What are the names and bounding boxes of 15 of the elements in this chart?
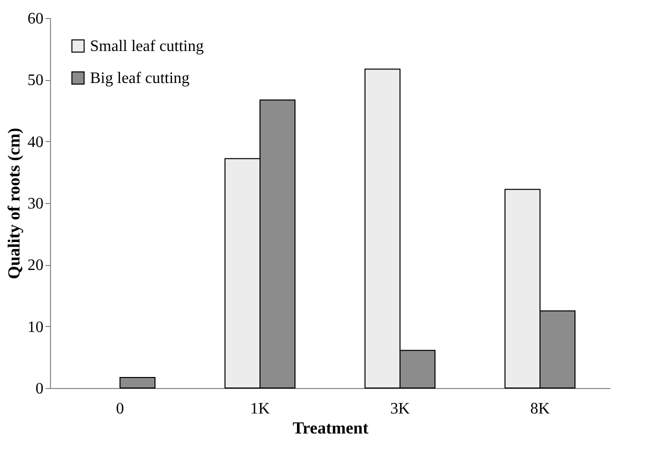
y-axis-title: Quality of roots (cm)	[4, 128, 24, 280]
legend-label: Big leaf cutting	[90, 70, 190, 87]
y-tick-label: 40	[28, 134, 44, 151]
x-axis-title: Treatment	[292, 418, 369, 438]
y-tick-label: 50	[28, 72, 44, 90]
x-tick-label: 8K	[530, 400, 550, 418]
y-tick-label: 60	[28, 10, 44, 28]
x-tick-label: 1K	[250, 400, 270, 418]
y-tick-label: 0	[36, 380, 44, 398]
y-tick-label: 30	[28, 196, 44, 212]
legend-label: Small leaf cutting	[90, 38, 204, 55]
y-tick-label: 10	[28, 318, 44, 336]
y-tick-label: 20	[28, 257, 44, 274]
x-tick-label: 0	[116, 400, 124, 418]
x-tick-label: 3K	[390, 400, 410, 418]
